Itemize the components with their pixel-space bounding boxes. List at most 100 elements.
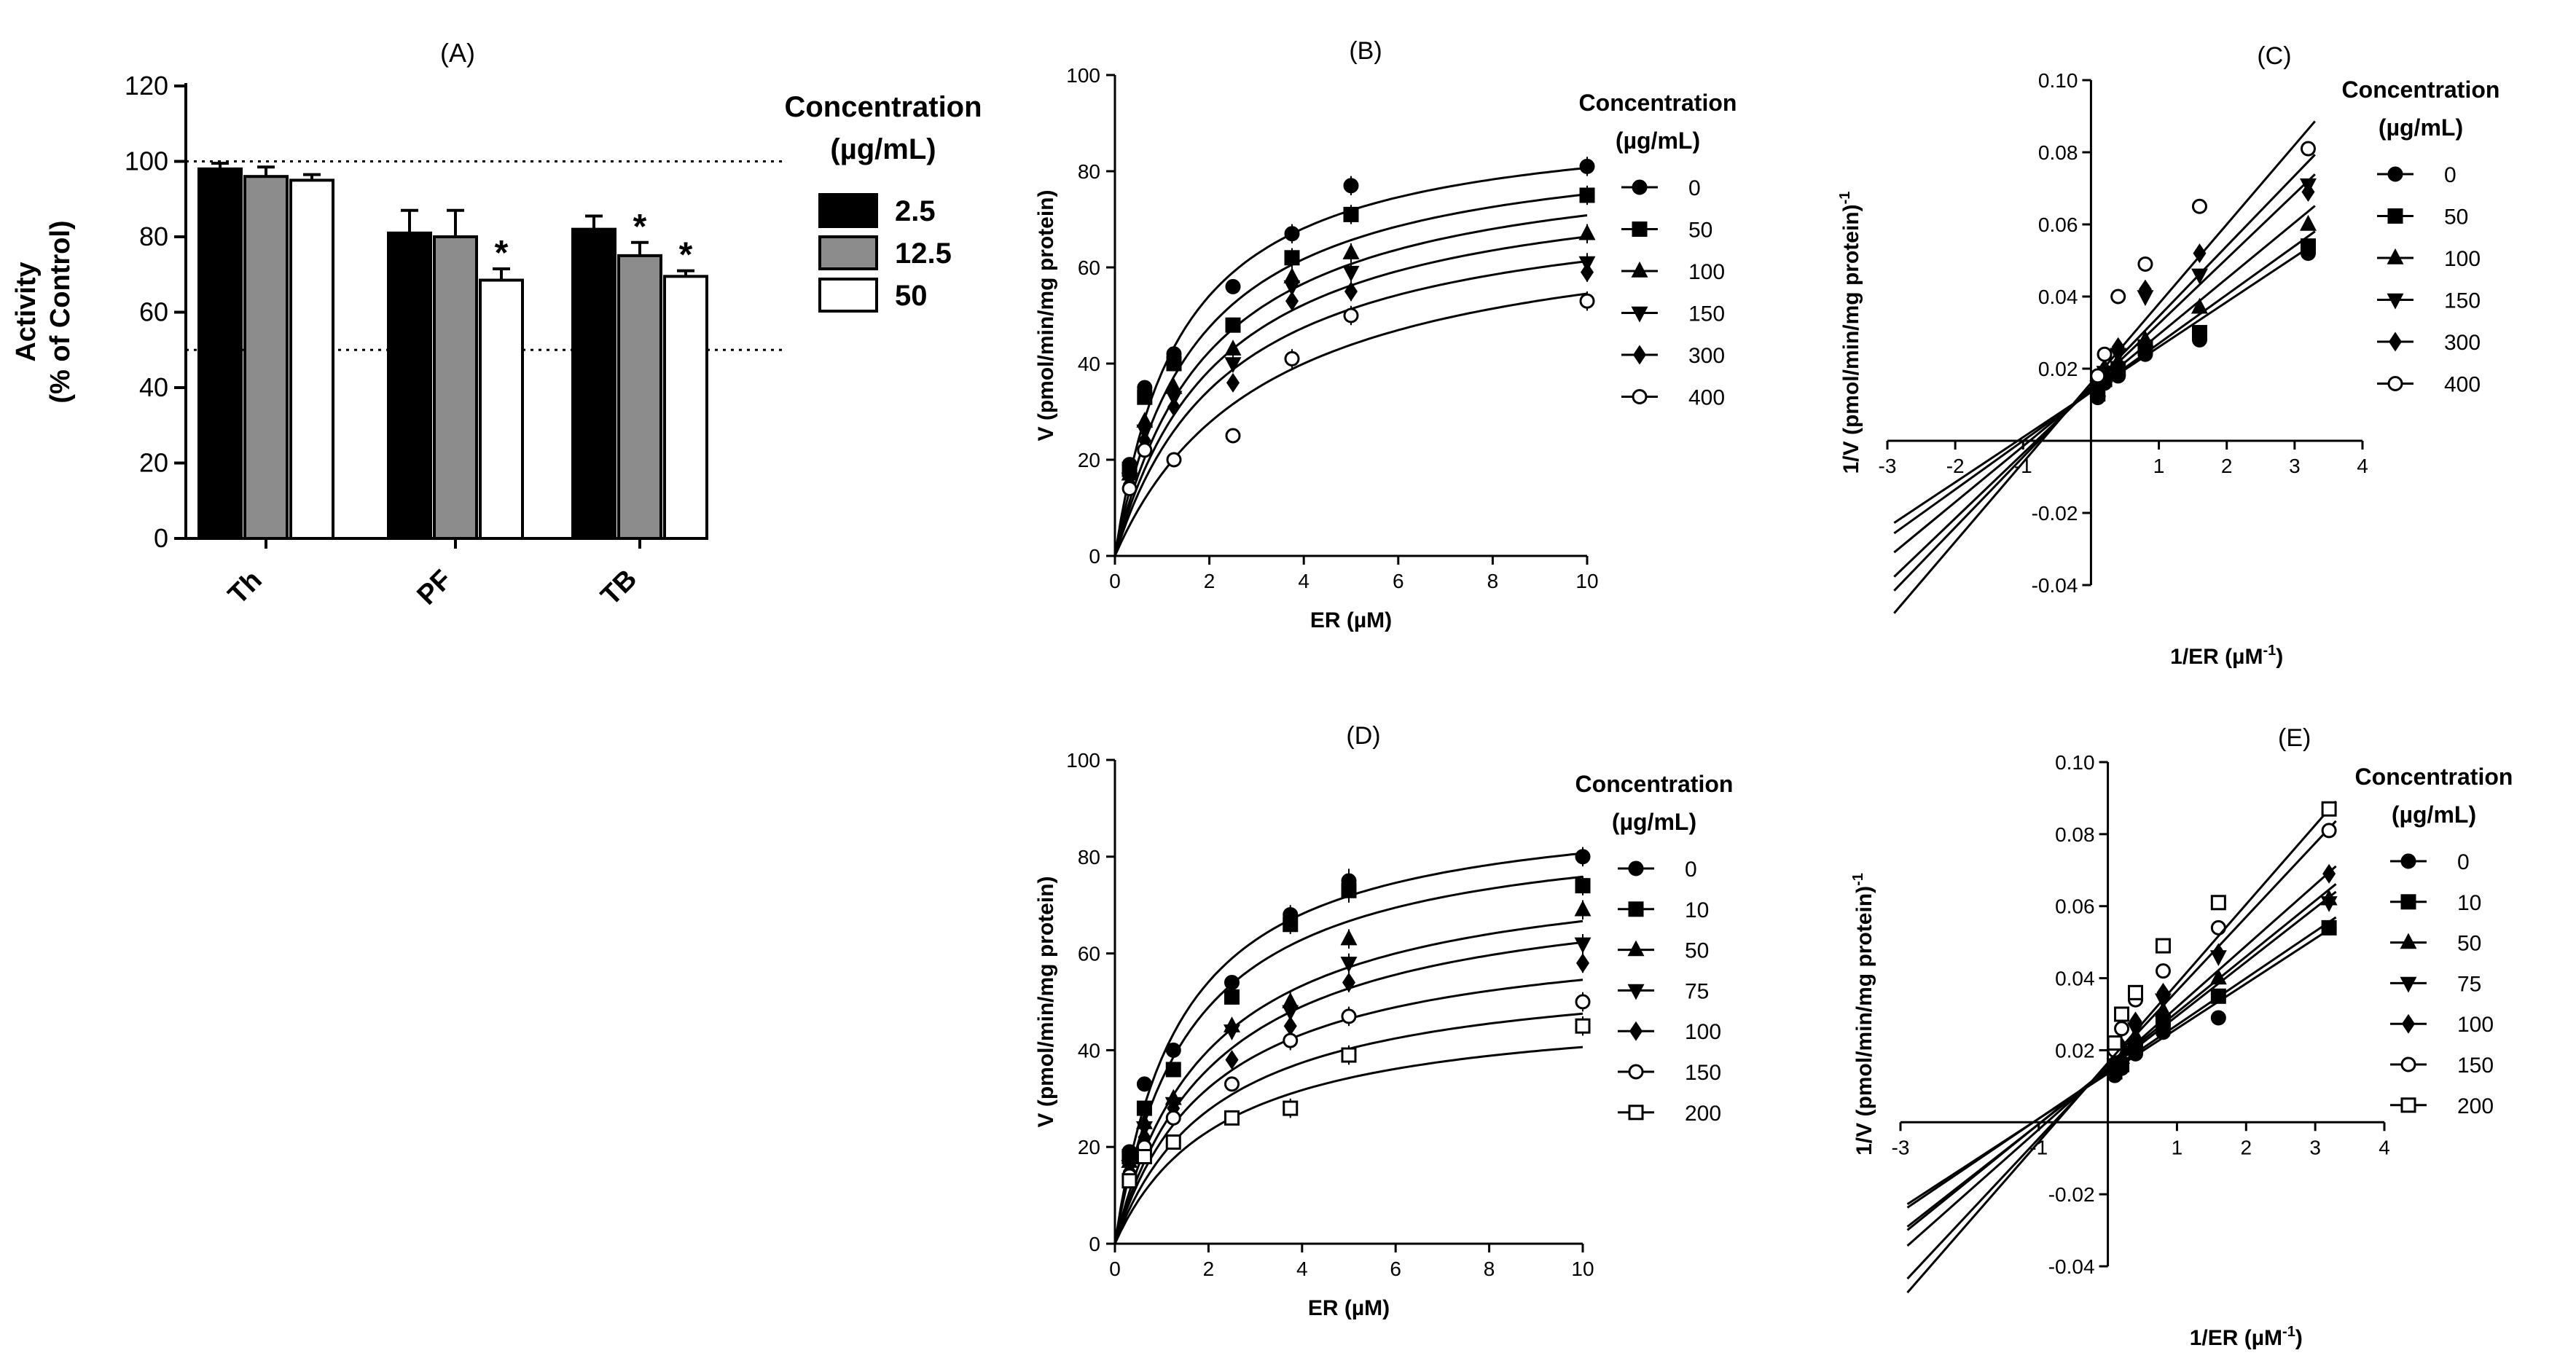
legend-label: 300 [2444, 331, 2481, 355]
data-point [2322, 863, 2336, 884]
legend-label: 150 [2457, 1054, 2494, 1078]
x-tick-label: 8 [1487, 570, 1499, 592]
data-point [1285, 291, 1299, 311]
panel-title: (C) [2257, 42, 2291, 70]
data-point [1343, 307, 1359, 323]
regression-line [1893, 120, 2316, 614]
legend-marker [1632, 389, 1648, 404]
data-point [2191, 198, 2207, 214]
legend-label: 100 [2457, 1013, 2494, 1037]
data-point [1579, 158, 1595, 174]
data-point [1137, 389, 1153, 405]
data-point [1343, 206, 1359, 222]
data-point [1225, 317, 1241, 333]
x-axis-label: 1/ER (µM-1) [2190, 1324, 2303, 1350]
data-point [1343, 178, 1359, 194]
legend-marker [1631, 306, 1648, 323]
y-tick-label: 0 [1089, 1233, 1100, 1255]
x-axis-label-text: 1/ER (µM [2170, 645, 2263, 669]
data-point [1283, 1100, 1299, 1116]
legend-title: Concentration [1579, 90, 1737, 116]
data-point [1284, 350, 1300, 366]
legend-marker [2387, 166, 2403, 182]
data-point [1341, 1008, 1357, 1024]
data-point [1284, 226, 1300, 242]
legend-marker [2400, 1097, 2416, 1113]
data-point [1578, 224, 1596, 240]
legend-label: 10 [1685, 898, 1709, 922]
data-point [2129, 1011, 2142, 1032]
y-tick-label: 0.04 [2055, 968, 2095, 990]
legend-marker [1629, 1021, 1643, 1041]
panel-a-title: (A) [440, 38, 475, 68]
y-axis-label: V (pmol/min/mg protein) [1034, 876, 1058, 1128]
data-point [1575, 878, 1591, 894]
legend-swatch [818, 278, 878, 313]
x-tick-label: 1 [2153, 455, 2165, 477]
data-point [1575, 994, 1591, 1010]
y-tick-label: 60 [139, 297, 168, 327]
y-tick-label: 100 [125, 146, 168, 176]
x-tick-label: 4 [1296, 1258, 1308, 1280]
x-axis-label: ER (µM) [1310, 608, 1392, 632]
y-axis-label-unit: (% of Control) [45, 220, 76, 403]
y-axis-label-sup: -1 [1837, 192, 1853, 205]
data-point [1224, 989, 1240, 1005]
significance-star: * [679, 236, 693, 275]
legend-label: 50 [1688, 219, 1712, 243]
data-point [1226, 372, 1240, 393]
y-tick-label: 0.02 [2055, 1039, 2095, 1062]
x-tick-label: 3 [2309, 1136, 2321, 1158]
legend-marker [1628, 1064, 1644, 1080]
x-tick-label: Th [222, 565, 268, 611]
x-tick-label: -2 [1946, 455, 1965, 477]
y-tick-label: -0.04 [2048, 1255, 2095, 1278]
data-point [2097, 346, 2113, 362]
legend-marker [1632, 179, 1648, 195]
legend-marker [1627, 984, 1645, 1000]
data-point [2155, 963, 2171, 979]
data-point [2321, 823, 2337, 839]
significance-star: * [633, 208, 647, 246]
legend-label: 0 [1685, 858, 1697, 882]
legend-marker [2387, 293, 2404, 310]
data-point [2191, 297, 2208, 314]
panel-title: (E) [2278, 724, 2311, 752]
x-axis-label-text: 1/ER (µM [2190, 1326, 2282, 1350]
panel-c: (C)-0.04-0.020.020.040.060.080.10-3 -2 -1 1… [1837, 42, 2499, 669]
legend-marker [2400, 933, 2417, 949]
x-axis-label-sup: -1 [2282, 1324, 2295, 1340]
bar [289, 179, 334, 540]
y-tick-label: 80 [1078, 846, 1100, 868]
legend-title: Concentration [2342, 77, 2500, 103]
data-point [1225, 278, 1241, 294]
y-tick-label: 0.08 [2055, 823, 2095, 846]
y-tick-label: 60 [1078, 943, 1100, 965]
legend-label: 0 [1688, 176, 1701, 200]
y-tick-label: 40 [139, 372, 168, 402]
legend-title-unit: (µg/mL) [2379, 114, 2463, 141]
legend-label: 200 [1685, 1102, 1721, 1126]
data-point [2300, 238, 2316, 254]
data-point [1224, 1024, 1240, 1040]
legend-marker [1632, 221, 1648, 237]
legend-marker [2387, 208, 2403, 224]
y-tick-label: -0.02 [2032, 502, 2078, 525]
legend-label: 50 [2444, 205, 2468, 230]
legend-label: 50 [1685, 939, 1709, 963]
data-point [2128, 984, 2144, 1000]
bar [571, 227, 616, 540]
legend-label: 400 [2444, 373, 2481, 397]
x-axis-label: ER (µM) [1308, 1296, 1390, 1320]
data-point [1342, 265, 1360, 282]
bar [479, 278, 524, 540]
legend-label: 300 [1688, 344, 1725, 368]
x-tick-label: 10 [1571, 1258, 1594, 1280]
legend-label: 10 [2457, 891, 2481, 915]
legend-title-unit: (µg/mL) [1616, 128, 1700, 154]
data-point [1224, 1076, 1240, 1092]
data-point [1224, 1110, 1240, 1126]
bar [433, 235, 478, 540]
legend-label: 12.5 [895, 238, 952, 270]
